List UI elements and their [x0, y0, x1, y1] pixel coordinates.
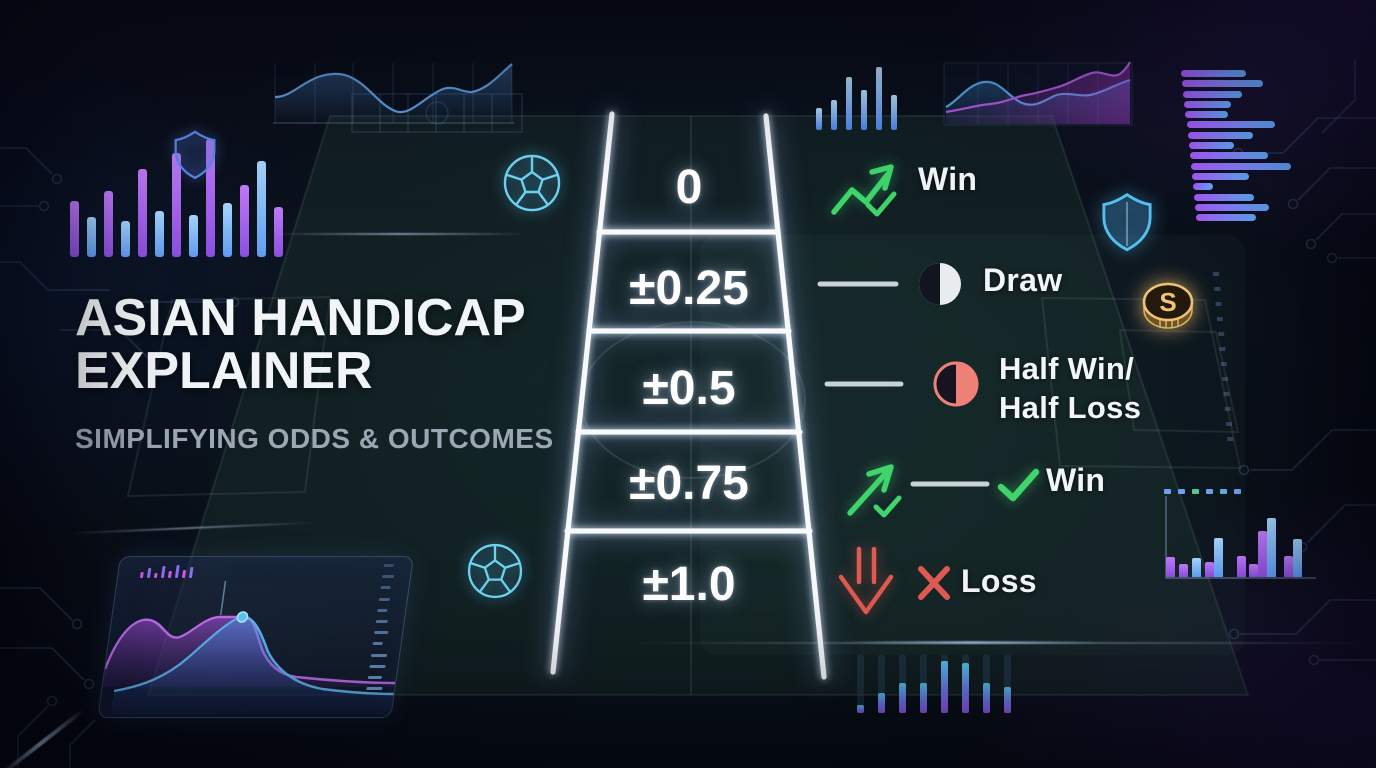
bottomright-bar-chart [1166, 518, 1316, 577]
outcome-label-line-1: Half Win/ [999, 351, 1135, 386]
check-icon [865, 191, 897, 217]
handicap-ladder [550, 111, 827, 680]
ladder-value-1: ±0.25 [629, 262, 749, 315]
half-filled-circle-icon [919, 263, 961, 305]
shield-icon [1102, 193, 1152, 252]
double-down-arrow-icon [838, 546, 894, 615]
ladder-value-4: ±1.0 [642, 558, 736, 611]
outcome-label-half-win-half-loss: Half Win/ Half Loss [999, 349, 1141, 427]
panel-area-chart [102, 581, 396, 715]
bottom-bar-chart [857, 655, 1011, 713]
ladder-value-2: ±0.5 [642, 362, 736, 415]
data-point-marker [236, 611, 249, 623]
topright-wave-chart [943, 61, 1133, 126]
analytics-panel [97, 556, 414, 718]
ladder-right-rail [763, 113, 827, 680]
outcome-label-win-2: Win [1046, 462, 1106, 498]
soccer-ball-icon [467, 543, 523, 599]
topleft-wave-chart [273, 63, 514, 124]
shield-icon [174, 130, 216, 179]
trending-up-arrow-icon [831, 164, 894, 215]
ladder-value-3: ±0.75 [629, 457, 749, 510]
coin-symbol: S [1159, 287, 1176, 317]
check-icon [997, 468, 1040, 502]
topright-bar-chart [816, 67, 897, 130]
outcome-label-draw: Draw [983, 262, 1063, 298]
up-right-arrow-icon [847, 464, 894, 516]
half-filled-circle-red-icon [933, 361, 979, 407]
coin-icon: S [1142, 282, 1194, 329]
bottomright-chart-legend-squares [1164, 489, 1241, 494]
ladder-left-rail [550, 111, 615, 675]
outcome-label-line-2: Half Loss [999, 390, 1142, 425]
x-icon [918, 566, 950, 600]
soccer-field-lines [126, 115, 1250, 696]
soccer-ball-icon [503, 154, 561, 212]
left-bar-chart [70, 139, 283, 257]
bottomright-chart-axis [1165, 496, 1316, 579]
check-icon [873, 495, 902, 518]
circuit-pads [1213, 272, 1234, 441]
outcome-label-win: Win [918, 161, 978, 197]
right-hbar-chart [1181, 70, 1291, 224]
outcome-label-loss: Loss [961, 563, 1037, 599]
ladder-value-0: 0 [675, 161, 703, 214]
